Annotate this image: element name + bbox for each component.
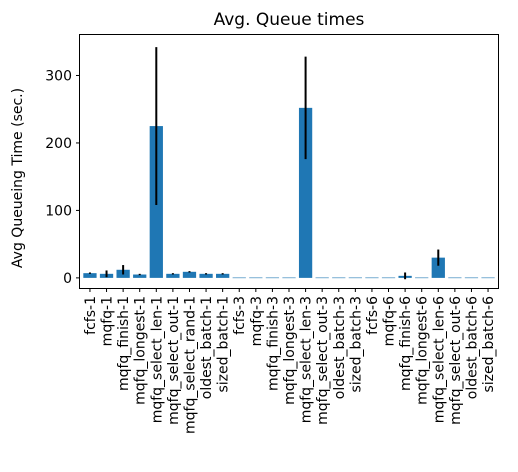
x-tick-label: mqfq_select_rand-1 [182,296,198,434]
bar [415,277,429,279]
y-tick-label: 100 [45,203,72,219]
bar [315,277,329,279]
x-tick-label: mqfq_finish-6 [398,296,414,391]
x-tick-label: mqfq_longest-1 [133,296,149,405]
bar [282,277,296,279]
x-tick-label: mqfq_select_len-6 [431,296,447,423]
x-tick-label: sized_batch-1 [216,296,232,393]
y-axis: 0 100 200 300 [45,68,80,287]
x-tick-label: mqfq_select_out-6 [448,296,464,425]
x-axis: fcfs-1 mqfq-1 mqfq_finish-1 mqfq_longest-1 m… [83,288,497,434]
x-tick-label: mqfq_select_len-1 [149,296,165,423]
x-tick-label: mqfq_select_out-1 [166,296,182,425]
y-tick-label: 0 [63,271,72,287]
bar [381,277,396,279]
x-tick-label: fcfs-3 [232,296,248,335]
x-tick-label: mqfq-3 [249,296,265,346]
bar [133,274,147,278]
chart-title: Avg. Queue times [214,10,365,30]
bar [448,277,462,279]
bar [199,273,213,278]
bar [182,271,197,278]
x-tick-label: oldest_batch-1 [199,296,215,399]
x-tick-label: fcfs-1 [83,296,99,335]
bar [298,107,313,278]
x-tick-label: mqfq_longest-6 [415,296,431,405]
bar [232,277,246,279]
y-tick-label: 300 [45,68,72,84]
error-bars-group [88,47,440,280]
x-tick-label: mqfq_finish-3 [265,296,281,391]
x-tick-label: sized_batch-6 [481,296,497,393]
bar [265,277,280,279]
bar [431,257,445,278]
x-tick-label: fcfs-6 [365,296,381,335]
bar [464,277,479,279]
bar [83,273,97,278]
plot-frame [79,34,499,289]
y-axis-label: Avg Queueing Time (sec.) [10,88,26,268]
x-tick-label: oldest_batch-3 [332,296,348,399]
bar [348,277,362,279]
x-tick-label: mqfq-6 [382,296,398,346]
bar [365,277,379,279]
x-tick-label: mqfq_select_len-3 [299,296,315,423]
bar [249,277,263,279]
bar [216,273,230,278]
x-tick-label: mqfq_finish-1 [116,296,132,391]
bar [166,273,180,278]
x-tick-label: mqfq-1 [100,296,116,346]
x-tick-label: sized_batch-3 [348,296,364,393]
x-tick-label: mqfq_select_out-3 [315,296,331,425]
x-tick-label: mqfq_longest-3 [282,296,298,405]
x-tick-label: oldest_batch-6 [464,296,480,399]
bar [332,277,346,279]
bars-group [83,107,495,279]
y-tick-label: 200 [45,136,72,152]
bar [481,277,495,279]
